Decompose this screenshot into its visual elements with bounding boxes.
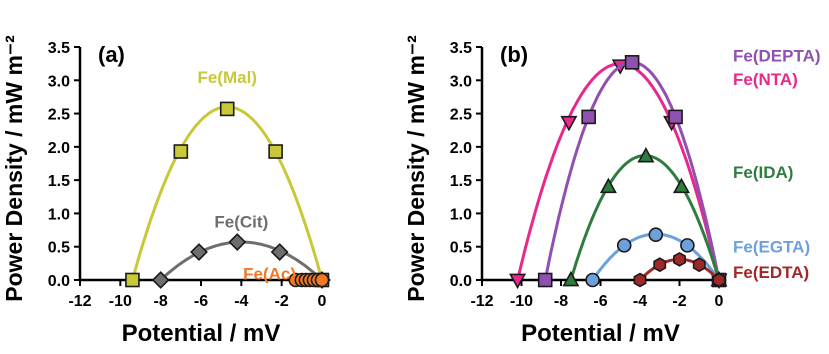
series-label-fe-cit: Fe(Cit) <box>214 212 268 231</box>
data-point-fe-nta <box>560 115 578 132</box>
series-fe-ac: Fe(Ac) <box>243 264 330 288</box>
series-label-fe-edta: Fe(EDTA) <box>733 263 809 282</box>
data-point-fe-cit <box>190 243 208 261</box>
y-tick-label: 0.5 <box>450 240 472 257</box>
y-axis-label: Power Density / mW m⁻² <box>403 35 429 302</box>
y-axis-label: Power Density / mW m⁻² <box>1 35 27 302</box>
x-tick-label: -12 <box>470 293 493 310</box>
x-tick-label: -8 <box>554 293 568 310</box>
y-tick-label: 1.0 <box>450 206 472 223</box>
series-fe-nta: Fe(NTA) <box>509 59 798 290</box>
x-tick-label: 0 <box>715 293 724 310</box>
x-tick-label: -6 <box>593 293 607 310</box>
y-tick-label: 3.0 <box>450 73 472 90</box>
x-tick-label: -2 <box>275 293 289 310</box>
data-point-fe-mal <box>219 101 235 117</box>
series-fe-mal: Fe(Mal) <box>125 68 330 288</box>
y-tick-label: 3.5 <box>450 40 472 57</box>
x-tick-label: -8 <box>154 293 168 310</box>
data-point-fe-ida <box>672 177 690 194</box>
x-tick-label: -2 <box>672 293 686 310</box>
y-tick-label: 0.5 <box>48 240 70 257</box>
y-tick-label: 3.0 <box>48 73 70 90</box>
series-label-fe-ac: Fe(Ac) <box>243 264 296 283</box>
data-point-fe-egta <box>648 227 664 243</box>
data-point-fe-mal <box>173 144 189 159</box>
x-axis-label: Potential / mV <box>122 320 281 347</box>
data-point-fe-egta <box>680 238 695 253</box>
series-fe-edta: Fe(EDTA) <box>633 251 809 288</box>
data-point-fe-mal <box>268 144 283 159</box>
data-point-fe-edta <box>712 272 726 288</box>
y-tick-label: 1.0 <box>48 206 70 223</box>
data-point-fe-ida <box>562 270 580 287</box>
data-point-fe-cit <box>270 243 289 261</box>
y-tick-label: 3.5 <box>48 40 70 57</box>
series-label-fe-depta: Fe(DEPTA) <box>733 47 821 66</box>
x-tick-label: -4 <box>234 293 248 310</box>
data-point-fe-edta <box>673 251 686 267</box>
y-tick-label: 2.0 <box>48 140 70 157</box>
data-point-fe-cit <box>151 271 170 289</box>
data-point-fe-ida <box>637 147 655 163</box>
data-point-fe-edta <box>653 257 667 273</box>
data-point-fe-mal <box>125 272 140 288</box>
data-point-fe-depta <box>537 272 553 288</box>
y-tick-label: 2.5 <box>48 107 70 124</box>
data-point-fe-ac <box>314 272 330 288</box>
x-tick-label: -10 <box>510 293 533 310</box>
x-axis-label: Potential / mV <box>521 320 680 347</box>
x-tick-label: -4 <box>633 293 647 310</box>
panel-label: (b) <box>500 42 528 67</box>
data-point-fe-edta <box>633 272 647 288</box>
chart-panel-b: 0.0 0.5 1.0 1.5 2.0 2.5 3.0 3.5 -12 -10 -8 -6 -4 -2 0 P… <box>403 35 821 347</box>
data-point-fe-cit <box>228 233 247 251</box>
y-tick-label: 1.5 <box>450 173 472 190</box>
panel-label: (a) <box>98 42 125 67</box>
data-point-fe-ida <box>599 177 617 194</box>
series-label-fe-ida: Fe(IDA) <box>733 163 793 182</box>
y-tick-label: 0.0 <box>48 273 70 290</box>
data-point-fe-nta <box>509 273 527 290</box>
x-tick-label: -10 <box>109 293 132 310</box>
x-tick-label: 0 <box>318 293 327 310</box>
x-tick-label: -12 <box>68 293 91 310</box>
series-label-fe-egta: Fe(EGTA) <box>733 238 810 257</box>
data-point-fe-depta <box>581 109 596 125</box>
y-tick-label: 0.0 <box>450 273 472 290</box>
data-point-fe-egta <box>616 238 632 253</box>
data-point-fe-edta <box>692 257 706 273</box>
data-point-fe-depta <box>668 109 683 125</box>
series-fe-egta: Fe(EGTA) <box>585 227 810 288</box>
data-point-fe-egta <box>585 272 600 288</box>
data-point-fe-depta <box>624 55 640 70</box>
y-tick-label: 2.5 <box>450 107 472 124</box>
y-tick-label: 2.0 <box>450 140 472 157</box>
x-tick-label: -6 <box>194 293 208 310</box>
y-tick-label: 1.5 <box>48 173 70 190</box>
series-label-fe-nta: Fe(NTA) <box>733 70 798 89</box>
fit-curve-fe-mal <box>130 105 324 281</box>
chart-panel-a: 0.0 0.5 1.0 1.5 2.0 2.5 3.0 3.5 -12 -10 -8 -6 -4 -2 0 P… <box>1 35 331 347</box>
series-label-fe-mal: Fe(Mal) <box>197 68 257 87</box>
